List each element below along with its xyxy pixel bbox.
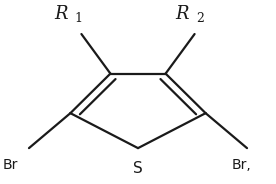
Text: Br: Br bbox=[3, 158, 18, 172]
Text: R: R bbox=[54, 5, 67, 23]
Text: 1: 1 bbox=[75, 12, 83, 25]
Text: S: S bbox=[133, 161, 143, 176]
Text: 2: 2 bbox=[196, 12, 204, 25]
Text: R: R bbox=[175, 5, 189, 23]
Text: Br,: Br, bbox=[232, 158, 252, 172]
